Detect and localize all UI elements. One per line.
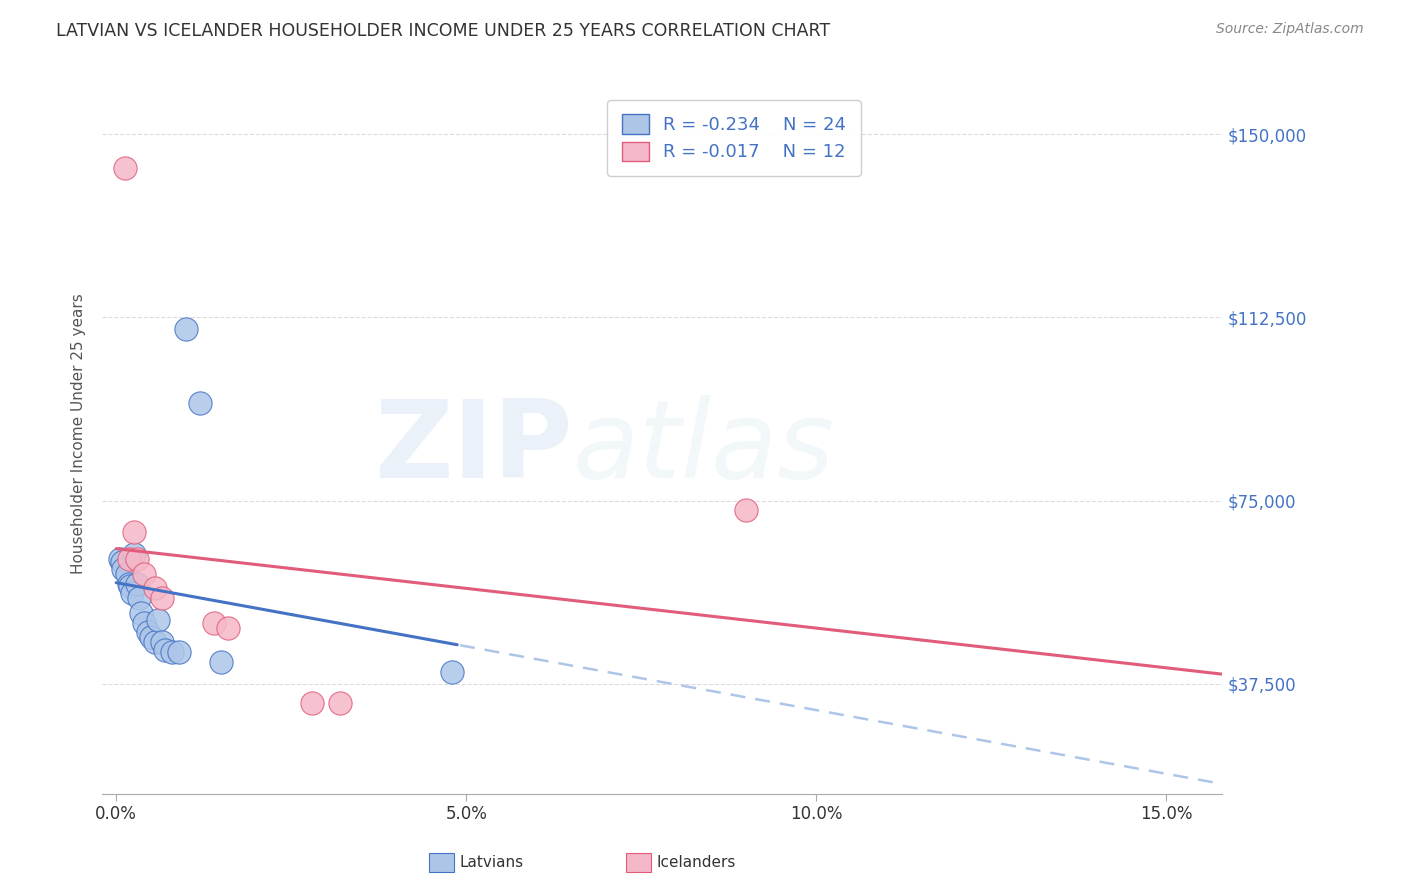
Legend: R = -0.234    N = 24, R = -0.017    N = 12: R = -0.234 N = 24, R = -0.017 N = 12 <box>607 100 860 176</box>
Point <box>735 503 758 517</box>
Point <box>115 566 138 581</box>
Point <box>202 615 225 630</box>
Point <box>112 562 135 576</box>
Point <box>118 576 141 591</box>
Text: Icelanders: Icelanders <box>657 855 735 870</box>
Point <box>122 525 145 540</box>
Point <box>111 555 134 569</box>
Point <box>150 635 173 649</box>
Point <box>108 552 131 566</box>
Point <box>143 635 166 649</box>
Point <box>136 625 159 640</box>
Text: Source: ZipAtlas.com: Source: ZipAtlas.com <box>1216 22 1364 37</box>
Point <box>118 552 141 566</box>
Text: ZIP: ZIP <box>374 395 572 500</box>
Point <box>209 655 232 669</box>
Point <box>141 630 163 644</box>
Point <box>167 645 190 659</box>
Point <box>120 579 142 593</box>
Point <box>114 161 136 176</box>
Point <box>122 547 145 561</box>
Point <box>301 696 323 710</box>
Point <box>143 582 166 596</box>
Point <box>188 396 211 410</box>
Point <box>148 613 170 627</box>
Text: Latvians: Latvians <box>460 855 524 870</box>
Point <box>150 591 173 606</box>
Point <box>127 552 149 566</box>
Point <box>129 606 152 620</box>
Point <box>155 642 177 657</box>
Point <box>134 566 156 581</box>
Point <box>217 621 239 635</box>
Point <box>127 576 149 591</box>
Point <box>329 696 352 710</box>
Y-axis label: Householder Income Under 25 years: Householder Income Under 25 years <box>72 293 86 574</box>
Point <box>134 615 156 630</box>
Text: atlas: atlas <box>572 395 835 500</box>
Point <box>174 322 197 336</box>
Point <box>128 591 150 606</box>
Point <box>160 645 183 659</box>
Text: LATVIAN VS ICELANDER HOUSEHOLDER INCOME UNDER 25 YEARS CORRELATION CHART: LATVIAN VS ICELANDER HOUSEHOLDER INCOME … <box>56 22 831 40</box>
Point <box>441 665 464 679</box>
Point <box>121 586 143 600</box>
